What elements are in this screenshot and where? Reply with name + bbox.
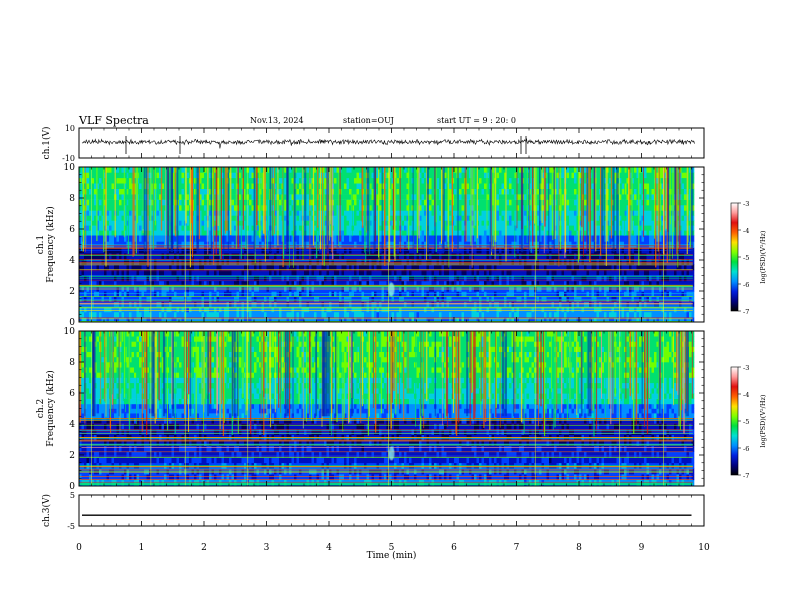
x-tick-label: 1 xyxy=(139,543,145,553)
ch2-spectrogram-image xyxy=(79,331,704,486)
y-tick-label: 2 xyxy=(69,287,75,297)
y-tick-label: 6 xyxy=(69,225,75,235)
x-tick-label: 0 xyxy=(76,543,82,553)
x-tick-label: 4 xyxy=(326,543,332,553)
y-tick-label: 4 xyxy=(69,256,75,266)
ch1-spectrogram xyxy=(78,166,705,323)
y-axis-label: ch.1 xyxy=(36,235,46,254)
y-tick-label: 8 xyxy=(69,358,75,368)
colorbar-tick-label: -5 xyxy=(743,254,749,262)
station-label: station=OUJ xyxy=(343,116,394,125)
colorbar-tick-label: -5 xyxy=(743,418,749,426)
colorbar-tick-label: -4 xyxy=(743,391,749,399)
colorbar-tick-label: -6 xyxy=(743,281,749,289)
y-tick-label: 0 xyxy=(69,318,75,328)
y-tick-label: 6 xyxy=(69,389,75,399)
y-axis-label: ch.3(V) xyxy=(41,494,52,527)
y-tick-label: 5 xyxy=(70,491,75,500)
x-axis-label: Time (min) xyxy=(367,550,417,561)
colorbar-tick-label: -6 xyxy=(743,445,749,453)
colorbar-tick-label: -4 xyxy=(743,227,749,235)
y-axis-label: ch.2 xyxy=(36,399,46,418)
y-tick-label: 8 xyxy=(69,194,75,204)
x-tick-label: 8 xyxy=(576,543,582,553)
colorbar-tick-label: -3 xyxy=(743,364,749,372)
ch2-spectrogram xyxy=(78,330,705,487)
ch1-waveform-line xyxy=(81,138,695,149)
ch2-colorbar xyxy=(730,366,739,476)
y-tick-label: 2 xyxy=(69,451,75,461)
x-tick-label: 7 xyxy=(514,543,520,553)
x-tick-label: 5 xyxy=(389,543,395,553)
y-axis-label: Frequency (kHz) xyxy=(45,206,56,283)
colorbar-label: log(PSD)(V²/Hz) xyxy=(759,230,767,283)
y-axis-label: ch.1(V) xyxy=(41,127,52,160)
start-ut-label: start UT = 9 : 20: 0 xyxy=(437,116,516,125)
colorbar-tick-label: -7 xyxy=(743,472,749,480)
colorbar-tick-label: -3 xyxy=(743,200,749,208)
x-tick-label: 10 xyxy=(698,543,710,553)
ch1-colorbar xyxy=(730,202,739,312)
figure-title: VLF Spectra xyxy=(79,114,149,127)
y-axis-label: Frequency (kHz) xyxy=(45,370,56,447)
y-tick-label: 10 xyxy=(64,163,76,173)
date-label: Nov.13, 2024 xyxy=(250,116,304,125)
y-tick-label: 0 xyxy=(69,482,75,492)
y-tick-label: -10 xyxy=(62,154,75,163)
y-tick-label: -5 xyxy=(67,522,75,531)
x-tick-label: 2 xyxy=(201,543,207,553)
x-tick-label: 6 xyxy=(451,543,457,553)
y-tick-label: 4 xyxy=(69,420,75,430)
colorbar-label: log(PSD)(V²/Hz) xyxy=(759,394,767,447)
ch1-spectrogram-image xyxy=(79,167,704,322)
x-tick-label: 3 xyxy=(264,543,270,553)
ch3-waveform-frame xyxy=(78,494,705,527)
colorbar-tick-label: -7 xyxy=(743,308,749,316)
y-tick-label: 10 xyxy=(64,327,76,337)
y-tick-label: 10 xyxy=(65,124,75,133)
x-tick-label: 9 xyxy=(639,543,645,553)
